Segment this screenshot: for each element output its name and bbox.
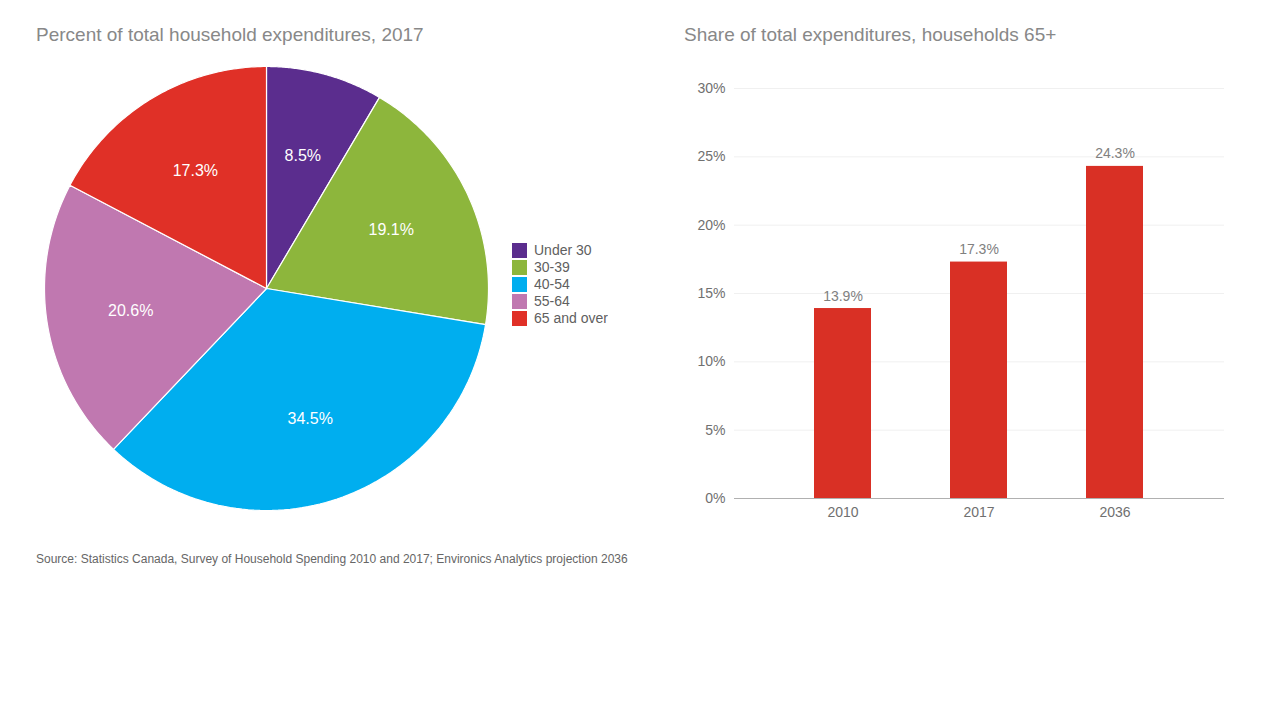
html-text:40-54: 40-54 [534,276,570,292]
html-text:Share of total expenditures, h: Share of total expenditures, households … [684,24,1057,45]
svg-text:2010: 2010 [827,504,858,520]
html-text:Percent of total household exp: Percent of total household expenditures,… [36,24,424,45]
svg-text:2036: 2036 [1099,504,1130,520]
html-text:65 and over: 65 and over [534,310,608,326]
svg-text:2017: 2017 [963,504,994,520]
svg-text:24.3%: 24.3% [1095,145,1135,161]
svg-text:25%: 25% [697,148,725,164]
html-text:55-64: 55-64 [534,293,570,309]
svg-text:17.3%: 17.3% [959,241,999,257]
svg-text:8.5%: 8.5% [285,147,321,164]
svg-text:20.6%: 20.6% [108,302,153,319]
svg-text:0%: 0% [705,490,725,506]
html-text:30-39: 30-39 [534,259,570,275]
svg-text:5%: 5% [705,422,725,438]
svg-text:34.5%: 34.5% [288,410,333,427]
svg-text:10%: 10% [697,353,725,369]
svg-text:13.9%: 13.9% [823,288,863,304]
svg-text:17.3%: 17.3% [173,162,218,179]
svg-text:20%: 20% [697,217,725,233]
svg-text:15%: 15% [697,285,725,301]
svg-text:19.1%: 19.1% [369,221,414,238]
html-text:Source: Statistics Canada, Sur: Source: Statistics Canada, Survey of Hou… [36,552,628,566]
svg-text:30%: 30% [697,80,725,96]
html-text:Under 30: Under 30 [534,242,592,258]
